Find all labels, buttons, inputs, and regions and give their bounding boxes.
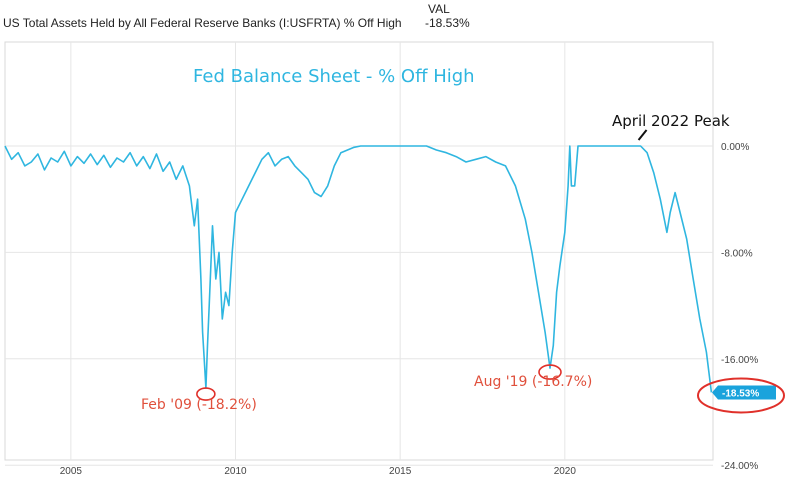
annotation-feb09: Feb '09 (-18.2%) [141, 397, 257, 413]
plot-area [4, 41, 714, 461]
last-value-badge-shape [712, 385, 776, 400]
annotation-peak-pointer [637, 129, 648, 141]
annotations: April 2022 Peak Feb '09 (-18.2%) Aug '19 (… [141, 112, 730, 413]
last-value-badge-text: -18.53% [722, 388, 759, 399]
last-value-highlight-circle [697, 377, 785, 414]
val-header-value: -18.53% [425, 16, 470, 30]
annotation-aug19: Aug '19 (-16.7%) [474, 374, 592, 390]
y-tick-label: 0.00% [721, 142, 749, 153]
axis-ticks: 0.00% -8.00% -16.00% -24.00% 2005 2010 2015 202… [60, 142, 759, 477]
annotation-feb09-circle [196, 387, 216, 401]
series-title: US Total Assets Held by All Federal Rese… [3, 16, 402, 30]
series-line [4, 145, 713, 393]
x-tick-label: 2005 [60, 466, 83, 477]
x-tick-label: 2015 [389, 466, 412, 477]
annotation-april-2022-peak: April 2022 Peak [612, 112, 730, 130]
chart-title: Fed Balance Sheet - % Off High [193, 66, 475, 87]
y-tick-label: -8.00% [721, 248, 753, 259]
annotation-aug19-circle [538, 364, 562, 380]
y-tick-label: -16.00% [721, 355, 758, 366]
last-value-badge: -18.53% [697, 377, 785, 414]
y-tick-label: -24.00% [721, 461, 758, 472]
val-header-label: VAL [428, 2, 450, 16]
x-tick-label: 2020 [554, 466, 577, 477]
x-tick-label: 2010 [224, 466, 247, 477]
